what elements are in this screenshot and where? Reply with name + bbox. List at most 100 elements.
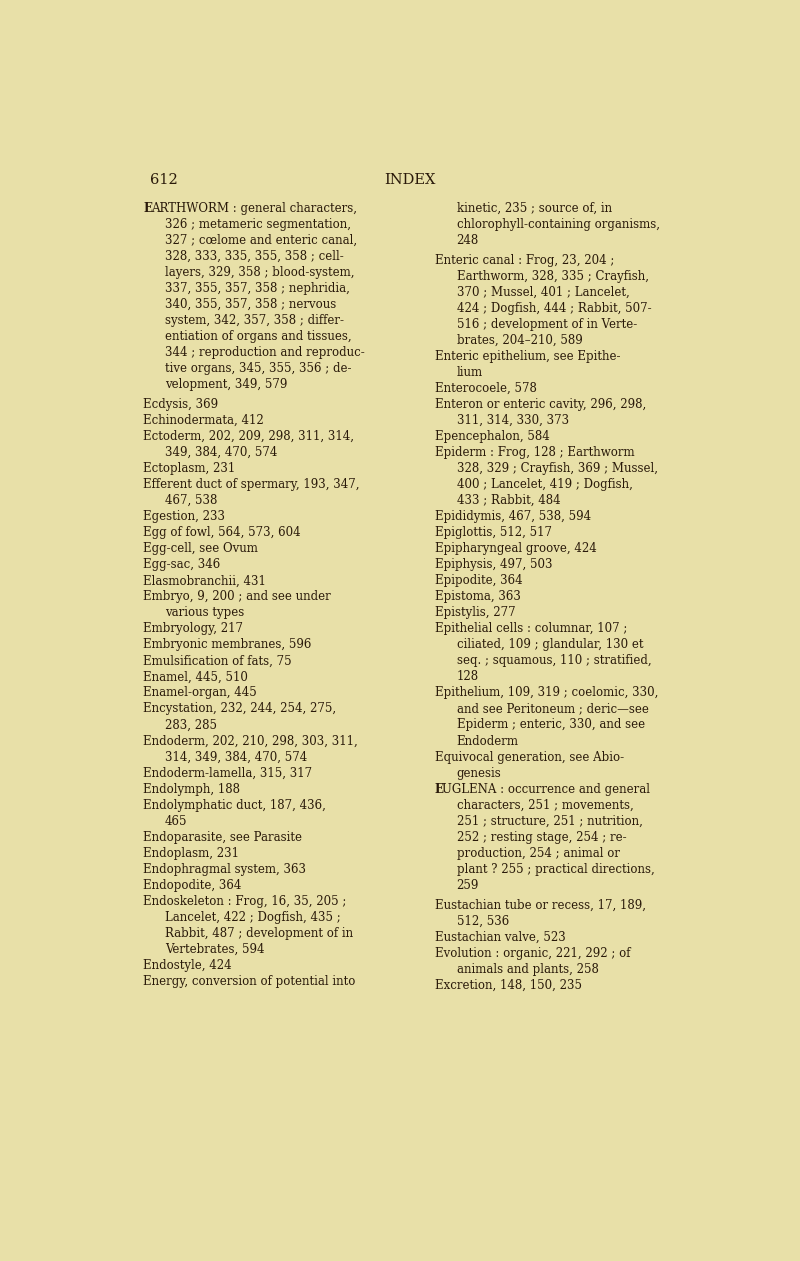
Text: Endopodite, 364: Endopodite, 364: [143, 879, 242, 892]
Text: 612: 612: [150, 173, 178, 187]
Text: Energy, conversion of potential into: Energy, conversion of potential into: [143, 975, 356, 987]
Text: 328, 333, 335, 355, 358 ; cell-: 328, 333, 335, 355, 358 ; cell-: [165, 250, 344, 262]
Text: various types: various types: [165, 607, 244, 619]
Text: production, 254 ; animal or: production, 254 ; animal or: [457, 846, 619, 860]
Text: entiation of organs and tissues,: entiation of organs and tissues,: [165, 330, 352, 343]
Text: Endophragmal system, 363: Endophragmal system, 363: [143, 863, 306, 875]
Text: chlorophyll-containing organisms,: chlorophyll-containing organisms,: [457, 218, 659, 231]
Text: Excretion, 148, 150, 235: Excretion, 148, 150, 235: [435, 979, 582, 992]
Text: UGLENA : occurrence and general: UGLENA : occurrence and general: [442, 783, 650, 796]
Text: 424 ; Dogfish, 444 ; Rabbit, 507-: 424 ; Dogfish, 444 ; Rabbit, 507-: [457, 301, 651, 315]
Text: Earthworm, 328, 335 ; Crayfish,: Earthworm, 328, 335 ; Crayfish,: [457, 270, 649, 282]
Text: 311, 314, 330, 373: 311, 314, 330, 373: [457, 414, 569, 427]
Text: Echinodermata, 412: Echinodermata, 412: [143, 414, 264, 427]
Text: Enamel-organ, 445: Enamel-organ, 445: [143, 686, 257, 700]
Text: velopment, 349, 579: velopment, 349, 579: [165, 378, 287, 391]
Text: brates, 204–210, 589: brates, 204–210, 589: [457, 334, 582, 347]
Text: Endoderm: Endoderm: [457, 734, 518, 748]
Text: Rabbit, 487 ; development of in: Rabbit, 487 ; development of in: [165, 927, 354, 939]
Text: Epithelial cells : columnar, 107 ;: Epithelial cells : columnar, 107 ;: [435, 623, 627, 636]
Text: Endostyle, 424: Endostyle, 424: [143, 958, 232, 972]
Text: kinetic, 235 ; source of, in: kinetic, 235 ; source of, in: [457, 202, 612, 214]
Text: Encystation, 232, 244, 254, 275,: Encystation, 232, 244, 254, 275,: [143, 702, 337, 715]
Text: 252 ; resting stage, 254 ; re-: 252 ; resting stage, 254 ; re-: [457, 831, 626, 844]
Text: Endoderm-lamella, 315, 317: Endoderm-lamella, 315, 317: [143, 767, 313, 779]
Text: Epididymis, 467, 538, 594: Epididymis, 467, 538, 594: [435, 511, 591, 523]
Text: Embryonic membranes, 596: Embryonic membranes, 596: [143, 638, 312, 652]
Text: Embryology, 217: Embryology, 217: [143, 623, 243, 636]
Text: Egg-cell, see Ovum: Egg-cell, see Ovum: [143, 542, 258, 555]
Text: Endoderm, 202, 210, 298, 303, 311,: Endoderm, 202, 210, 298, 303, 311,: [143, 734, 358, 748]
Text: Enteron or enteric cavity, 296, 298,: Enteron or enteric cavity, 296, 298,: [435, 398, 646, 411]
Text: 328, 329 ; Crayfish, 369 ; Mussel,: 328, 329 ; Crayfish, 369 ; Mussel,: [457, 462, 658, 475]
Text: 337, 355, 357, 358 ; nephridia,: 337, 355, 357, 358 ; nephridia,: [165, 282, 350, 295]
Text: lium: lium: [457, 366, 482, 380]
Text: Emulsification of fats, 75: Emulsification of fats, 75: [143, 654, 292, 667]
Text: Epithelium, 109, 319 ; coelomic, 330,: Epithelium, 109, 319 ; coelomic, 330,: [435, 686, 658, 700]
Text: 340, 355, 357, 358 ; nervous: 340, 355, 357, 358 ; nervous: [165, 298, 336, 311]
Text: Enteric epithelium, see Epithe-: Enteric epithelium, see Epithe-: [435, 351, 620, 363]
Text: 128: 128: [457, 671, 478, 683]
Text: 248: 248: [457, 233, 478, 247]
Text: Ecdysis, 369: Ecdysis, 369: [143, 398, 218, 411]
Text: 314, 349, 384, 470, 574: 314, 349, 384, 470, 574: [165, 750, 307, 763]
Text: Ectoderm, 202, 209, 298, 311, 314,: Ectoderm, 202, 209, 298, 311, 314,: [143, 430, 354, 443]
Text: Epencephalon, 584: Epencephalon, 584: [435, 430, 550, 443]
Text: Enteric canal : Frog, 23, 204 ;: Enteric canal : Frog, 23, 204 ;: [435, 253, 614, 267]
Text: 433 ; Rabbit, 484: 433 ; Rabbit, 484: [457, 494, 560, 507]
Text: 251 ; structure, 251 ; nutrition,: 251 ; structure, 251 ; nutrition,: [457, 815, 642, 827]
Text: layers, 329, 358 ; blood-system,: layers, 329, 358 ; blood-system,: [165, 266, 354, 279]
Text: Eustachian valve, 523: Eustachian valve, 523: [435, 931, 566, 943]
Text: Epiderm ; enteric, 330, and see: Epiderm ; enteric, 330, and see: [457, 719, 645, 731]
Text: genesis: genesis: [457, 767, 502, 779]
Text: Elasmobranchii, 431: Elasmobranchii, 431: [143, 574, 266, 588]
Text: animals and plants, 258: animals and plants, 258: [457, 963, 598, 976]
Text: Endolymph, 188: Endolymph, 188: [143, 783, 240, 796]
Text: Endoparasite, see Parasite: Endoparasite, see Parasite: [143, 831, 302, 844]
Text: Eustachian tube or recess, 17, 189,: Eustachian tube or recess, 17, 189,: [435, 899, 646, 912]
Text: 259: 259: [457, 879, 479, 892]
Text: Epistylis, 277: Epistylis, 277: [435, 607, 515, 619]
Text: Epiphysis, 497, 503: Epiphysis, 497, 503: [435, 559, 552, 571]
Text: INDEX: INDEX: [384, 173, 436, 187]
Text: 467, 538: 467, 538: [165, 494, 218, 507]
Text: Enterocoele, 578: Enterocoele, 578: [435, 382, 537, 395]
Text: Epipharyngeal groove, 424: Epipharyngeal groove, 424: [435, 542, 597, 555]
Text: Epistoma, 363: Epistoma, 363: [435, 590, 521, 603]
Text: Endoplasm, 231: Endoplasm, 231: [143, 846, 239, 860]
Text: Epiderm : Frog, 128 ; Earthworm: Epiderm : Frog, 128 ; Earthworm: [435, 446, 634, 459]
Text: 344 ; reproduction and reproduc-: 344 ; reproduction and reproduc-: [165, 346, 365, 359]
Text: Ectoplasm, 231: Ectoplasm, 231: [143, 462, 236, 475]
Text: Egg-sac, 346: Egg-sac, 346: [143, 559, 221, 571]
Text: 465: 465: [165, 815, 188, 827]
Text: E: E: [143, 202, 152, 214]
Text: 516 ; development of in Verte-: 516 ; development of in Verte-: [457, 318, 637, 330]
Text: Evolution : organic, 221, 292 ; of: Evolution : organic, 221, 292 ; of: [435, 947, 630, 960]
Text: 349, 384, 470, 574: 349, 384, 470, 574: [165, 446, 278, 459]
Text: characters, 251 ; movements,: characters, 251 ; movements,: [457, 798, 634, 812]
Text: 283, 285: 283, 285: [165, 719, 217, 731]
Text: and see Peritoneum ; deric—see: and see Peritoneum ; deric—see: [457, 702, 648, 715]
Text: Epiglottis, 512, 517: Epiglottis, 512, 517: [435, 526, 552, 540]
Text: seq. ; squamous, 110 ; stratified,: seq. ; squamous, 110 ; stratified,: [457, 654, 651, 667]
Text: tive organs, 345, 355, 356 ; de-: tive organs, 345, 355, 356 ; de-: [165, 362, 352, 375]
Text: Endoskeleton : Frog, 16, 35, 205 ;: Endoskeleton : Frog, 16, 35, 205 ;: [143, 895, 346, 908]
Text: 326 ; metameric segmentation,: 326 ; metameric segmentation,: [165, 218, 351, 231]
Text: 370 ; Mussel, 401 ; Lancelet,: 370 ; Mussel, 401 ; Lancelet,: [457, 286, 630, 299]
Text: 327 ; cœlome and enteric canal,: 327 ; cœlome and enteric canal,: [165, 233, 358, 247]
Text: Egestion, 233: Egestion, 233: [143, 511, 226, 523]
Text: Enamel, 445, 510: Enamel, 445, 510: [143, 671, 248, 683]
Text: system, 342, 357, 358 ; differ-: system, 342, 357, 358 ; differ-: [165, 314, 344, 327]
Text: Lancelet, 422 ; Dogfish, 435 ;: Lancelet, 422 ; Dogfish, 435 ;: [165, 910, 341, 924]
Text: Equivocal generation, see Abio-: Equivocal generation, see Abio-: [435, 750, 624, 763]
Text: E: E: [435, 783, 444, 796]
Text: Egg of fowl, 564, 573, 604: Egg of fowl, 564, 573, 604: [143, 526, 301, 540]
Text: Epipodite, 364: Epipodite, 364: [435, 574, 522, 588]
Text: 400 ; Lancelet, 419 ; Dogfish,: 400 ; Lancelet, 419 ; Dogfish,: [457, 478, 632, 492]
Text: 512, 536: 512, 536: [457, 914, 509, 928]
Text: Efferent duct of spermary, 193, 347,: Efferent duct of spermary, 193, 347,: [143, 478, 360, 492]
Text: Endolymphatic duct, 187, 436,: Endolymphatic duct, 187, 436,: [143, 798, 326, 812]
Text: plant ? 255 ; practical directions,: plant ? 255 ; practical directions,: [457, 863, 654, 875]
Text: ciliated, 109 ; glandular, 130 et: ciliated, 109 ; glandular, 130 et: [457, 638, 643, 652]
Text: Vertebrates, 594: Vertebrates, 594: [165, 943, 265, 956]
